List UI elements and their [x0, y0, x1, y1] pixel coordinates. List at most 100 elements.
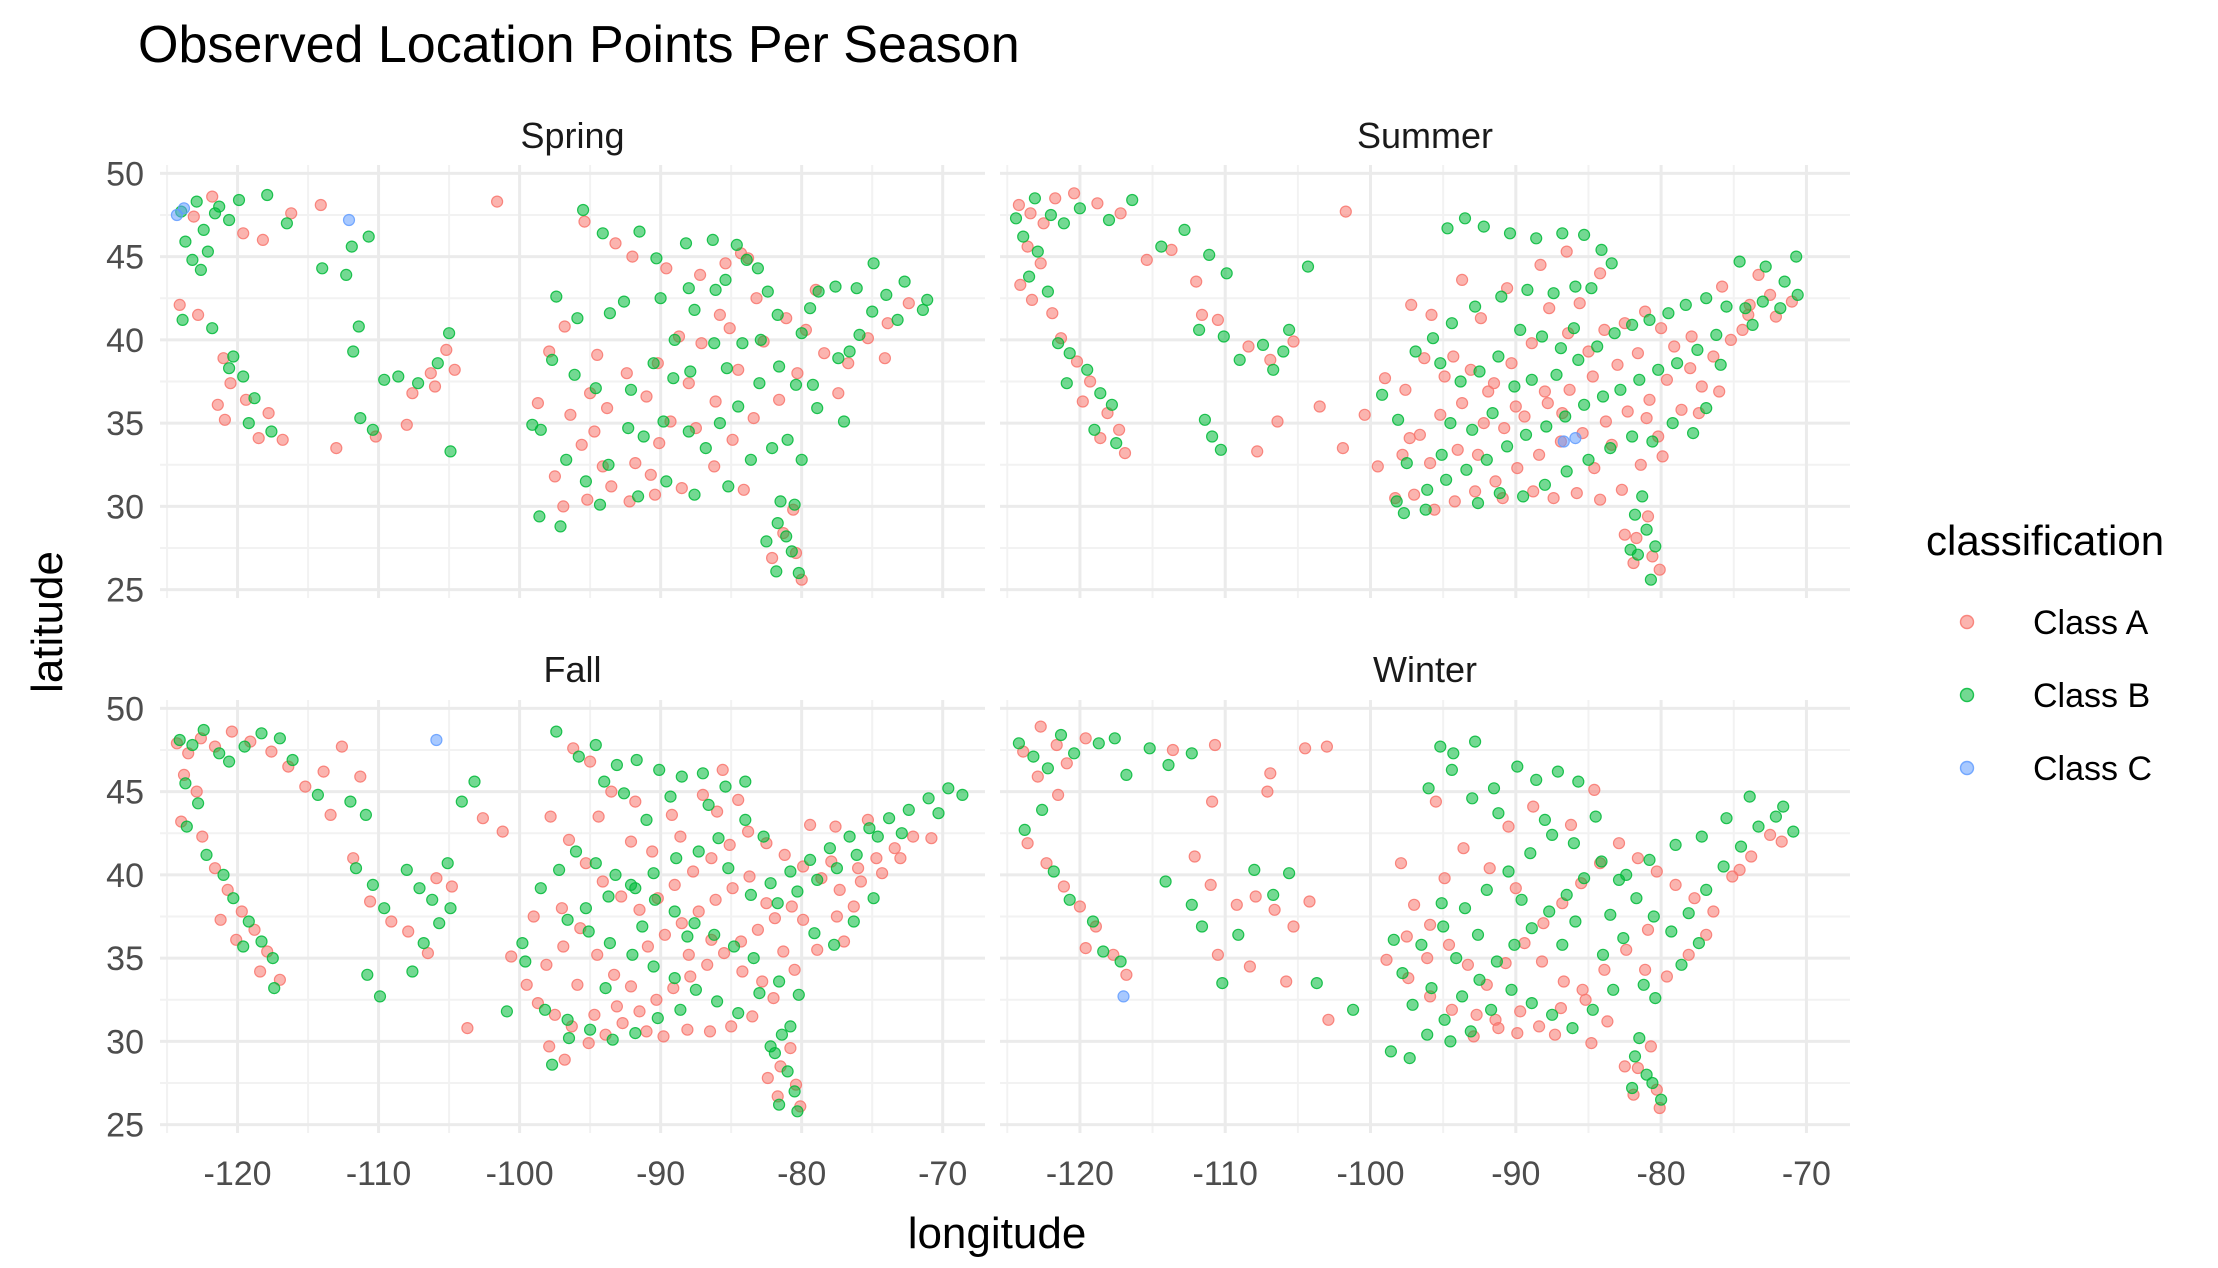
data-point-class-a — [1230, 898, 1243, 911]
data-point-class-b — [268, 981, 281, 995]
data-point-class-b — [1267, 888, 1280, 902]
data-point-class-a — [1498, 422, 1511, 435]
data-point-class-a — [1505, 357, 1518, 370]
data-point-class-b — [1162, 758, 1175, 772]
data-point-class-b — [550, 725, 563, 738]
data-point-class-b — [316, 262, 329, 275]
data-point-class-a — [741, 825, 755, 838]
data-point-class-a — [723, 838, 736, 852]
y-tick-label: 40 — [106, 322, 144, 360]
data-point-class-b — [1468, 735, 1482, 748]
data-point-class-b — [1073, 202, 1087, 215]
data-point-class-b — [880, 288, 893, 301]
data-point-class-a — [681, 1023, 694, 1036]
data-point-class-b — [208, 207, 222, 220]
data-point-class-a — [1688, 892, 1701, 905]
data-point-class-b — [1591, 340, 1604, 353]
data-point-class-a — [1653, 563, 1666, 576]
data-point-class-b — [1435, 448, 1448, 461]
chart-title: Observed Location Points Per Season — [138, 16, 1020, 74]
data-point-class-a — [299, 780, 312, 793]
data-point-class-b — [610, 758, 624, 772]
data-point-class-a — [208, 862, 222, 875]
data-point-class-a — [1641, 510, 1655, 523]
data-point-class-a — [575, 438, 588, 451]
data-point-class-b — [1415, 938, 1428, 951]
data-point-class-a — [658, 928, 672, 941]
y-tick-label: 40 — [106, 857, 144, 895]
data-point-class-b — [1514, 323, 1527, 336]
data-point-class-b — [753, 377, 766, 390]
data-point-class-b — [1777, 800, 1790, 813]
data-point-class-b — [237, 940, 250, 953]
data-point-class-b — [867, 892, 880, 905]
data-point-class-a — [675, 917, 688, 930]
y-tick-label: 35 — [106, 940, 144, 978]
data-point-class-b — [791, 1105, 804, 1118]
data-point-class-b — [692, 845, 705, 858]
data-point-class-a — [788, 963, 801, 976]
data-point-class-b — [891, 313, 904, 326]
data-point-class-b — [1097, 945, 1110, 958]
data-point-class-b — [710, 995, 724, 1008]
data-point-class-a — [668, 878, 681, 892]
data-point-class-b — [603, 936, 617, 950]
data-point-class-b — [1310, 976, 1323, 990]
data-point-class-b — [1421, 483, 1434, 496]
data-point-class-a — [696, 788, 710, 802]
data-point-class-a — [660, 262, 673, 275]
data-point-class-b — [1450, 951, 1463, 965]
data-point-class-b — [719, 780, 732, 793]
data-point-class-b — [444, 445, 457, 458]
data-point-class-a — [1021, 240, 1034, 253]
data-point-class-a — [1620, 943, 1633, 956]
data-point-class-b — [359, 808, 372, 822]
data-point-class-a — [1700, 928, 1713, 941]
data-point-class-b — [545, 1058, 559, 1071]
data-point-class-b — [647, 357, 660, 370]
data-point-class-b — [1108, 732, 1121, 745]
data-point-class-a — [777, 945, 790, 958]
data-point-class-a — [1612, 837, 1626, 850]
data-point-class-a — [1298, 742, 1312, 755]
data-point-class-a — [710, 805, 724, 818]
data-point-class-b — [223, 362, 236, 375]
data-point-class-a — [1631, 1061, 1645, 1075]
data-point-class-b — [1734, 840, 1748, 853]
data-point-class-a — [629, 795, 642, 808]
data-point-class-a — [592, 810, 605, 823]
data-point-class-a — [1618, 528, 1631, 541]
data-point-class-a — [445, 880, 458, 893]
data-point-class-a — [624, 835, 638, 848]
data-point-class-a — [1543, 302, 1556, 315]
data-point-class-a — [1049, 192, 1062, 205]
data-point-class-a — [716, 763, 729, 777]
data-point-class-a — [1051, 788, 1065, 802]
data-point-class-b — [902, 803, 915, 817]
data-point-class-a — [540, 958, 553, 971]
data-point-class-a — [1630, 531, 1643, 545]
data-point-class-a — [717, 946, 731, 960]
data-point-class-a — [330, 442, 343, 455]
data-point-class-b — [719, 273, 732, 286]
data-point-class-b — [1185, 747, 1198, 760]
data-point-class-b — [1198, 413, 1212, 426]
data-point-class-b — [712, 832, 725, 845]
data-point-class-a — [1537, 917, 1550, 930]
data-point-class-a — [719, 257, 732, 270]
data-point-class-b — [668, 905, 681, 918]
data-point-class-b — [176, 313, 189, 326]
data-point-class-b — [443, 327, 456, 340]
data-point-class-a — [273, 973, 286, 986]
data-point-class-b — [811, 402, 824, 415]
data-point-class-b — [808, 927, 821, 940]
data-point-class-b — [1717, 860, 1730, 873]
data-point-class-b — [1022, 270, 1036, 283]
data-point-class-b — [1088, 423, 1101, 436]
data-point-class-a — [1643, 393, 1656, 406]
data-point-class-b — [647, 960, 660, 973]
data-point-class-a — [548, 1008, 562, 1021]
data-point-class-b — [1692, 936, 1706, 950]
data-point-class-b — [1540, 420, 1553, 433]
data-point-class-a — [400, 418, 413, 431]
